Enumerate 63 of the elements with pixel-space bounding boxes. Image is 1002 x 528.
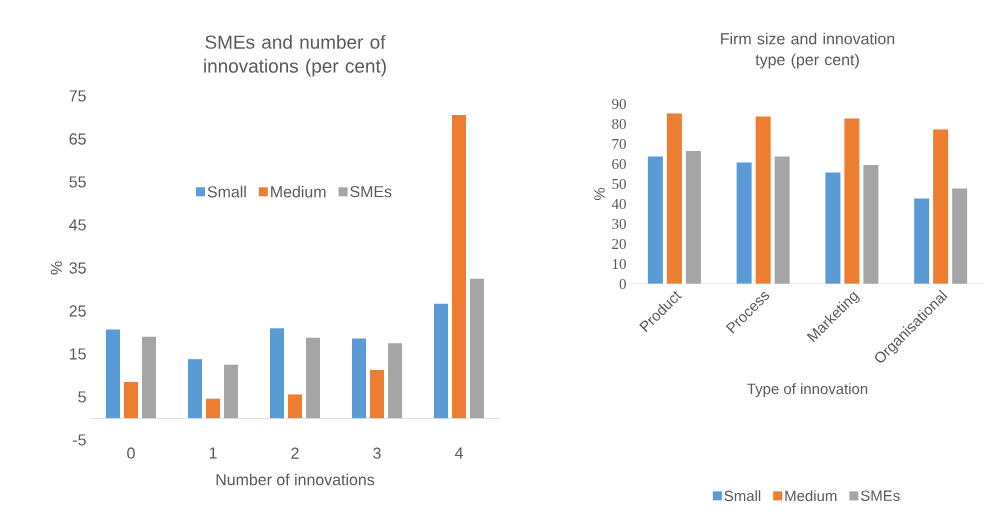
- legend-label: Medium: [785, 490, 837, 502]
- bar: [434, 303, 449, 419]
- bar: [933, 129, 949, 284]
- bar: [452, 114, 467, 419]
- bar: [352, 338, 367, 419]
- x-tick-label: 1: [209, 447, 217, 459]
- y-tick-label: 65: [69, 133, 86, 145]
- bar: [863, 164, 879, 284]
- x-tick-label: 2: [291, 447, 299, 459]
- bar: [106, 329, 121, 419]
- legend-label: Medium: [271, 185, 326, 198]
- bar: [206, 398, 221, 419]
- bar: [774, 156, 790, 284]
- y-tick-label: 20: [612, 238, 626, 250]
- bar: [736, 162, 752, 284]
- chart-title: Firm size and innovation type (per cent): [721, 32, 895, 69]
- y-axis-title: %: [594, 187, 605, 201]
- bar: [370, 369, 385, 419]
- y-tick-label: 25: [69, 305, 86, 317]
- bar: [270, 328, 285, 419]
- y-tick-label: 0: [619, 278, 626, 290]
- y-tick-label: -5: [73, 434, 86, 446]
- y-tick-label: 15: [69, 348, 86, 360]
- bar: [952, 188, 968, 284]
- chart-title: SMEs and number of innovations (per cent): [204, 34, 386, 77]
- legend-label: SMEs: [861, 490, 900, 501]
- bar: [755, 116, 771, 284]
- y-tick-label: 40: [611, 198, 626, 210]
- x-tick-label: 3: [373, 447, 381, 459]
- y-tick-label: 50: [612, 178, 626, 190]
- legend-label: Small: [207, 185, 246, 198]
- y-tick-label: 75: [69, 90, 86, 102]
- x-axis-title: Number of innovations: [216, 473, 375, 486]
- bar: [188, 359, 203, 419]
- bar: [470, 278, 485, 419]
- y-tick-label: 70: [612, 138, 626, 150]
- bar: [825, 172, 841, 284]
- bar: [685, 150, 701, 284]
- y-tick-label: 55: [69, 176, 86, 188]
- y-tick-label: 60: [612, 158, 626, 170]
- y-tick-label: 45: [69, 219, 86, 231]
- y-tick-label: 80: [612, 118, 626, 130]
- y-tick-label: 90: [612, 98, 626, 110]
- legend-label: SMEs: [350, 186, 392, 198]
- y-tick-label: 5: [78, 391, 86, 403]
- bar: [306, 337, 321, 419]
- bar: [647, 156, 663, 284]
- bar: [142, 336, 157, 419]
- x-tick-label: 4: [454, 447, 463, 459]
- bar: [224, 364, 239, 419]
- bar: [388, 343, 403, 419]
- bar: [288, 394, 303, 419]
- x-axis-title: Type of innovation: [747, 383, 868, 398]
- legend-label: Small: [724, 490, 761, 502]
- y-tick-label: 35: [69, 262, 86, 274]
- y-tick-label: 10: [612, 258, 626, 270]
- bar: [666, 113, 682, 284]
- bar: [914, 198, 930, 284]
- y-axis-title: %: [50, 261, 62, 275]
- x-tick-label: 0: [127, 447, 135, 459]
- bar: [844, 118, 860, 284]
- y-tick-label: 30: [612, 218, 626, 230]
- bar: [124, 381, 139, 419]
